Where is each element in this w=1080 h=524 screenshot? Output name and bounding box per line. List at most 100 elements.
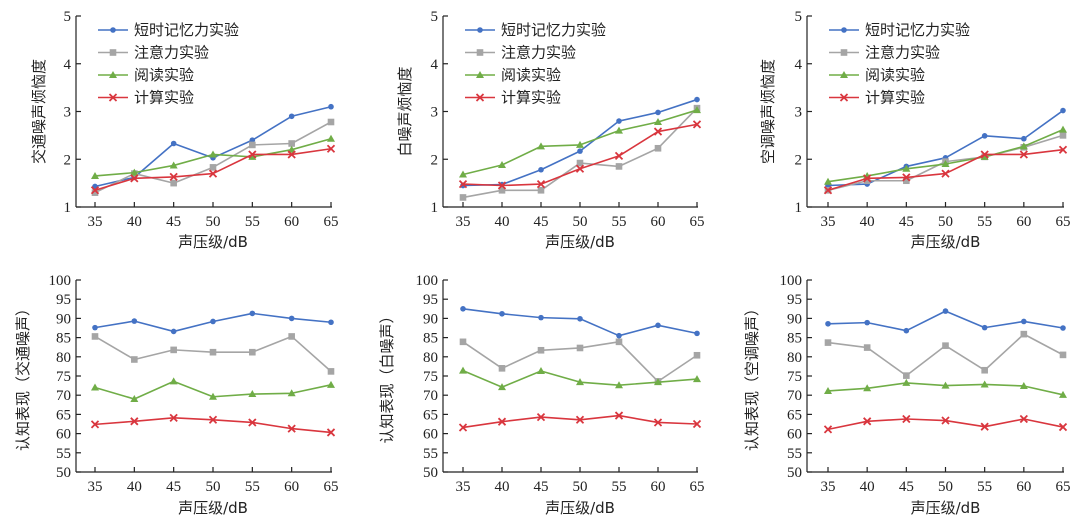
y-tick-label: 55 bbox=[56, 446, 71, 462]
data-point bbox=[458, 179, 468, 189]
data-point bbox=[536, 179, 546, 189]
data-point-stroke-b bbox=[1019, 414, 1028, 424]
x-tick-label: 45 bbox=[166, 214, 181, 230]
data-point bbox=[538, 314, 544, 321]
data-point bbox=[288, 333, 295, 340]
y-tick-label: 80 bbox=[787, 350, 802, 366]
y-axis-title: 空调噪声烦恼度 bbox=[759, 59, 777, 164]
data-point bbox=[902, 173, 911, 182]
x-tick-label: 35 bbox=[88, 214, 103, 230]
data-point bbox=[903, 372, 910, 379]
data-point bbox=[537, 142, 545, 150]
legend-swatch-marker bbox=[476, 49, 484, 56]
data-point-stroke-b bbox=[902, 414, 911, 424]
x-tick-label: 50 bbox=[573, 479, 588, 495]
data-point-stroke-b bbox=[1058, 422, 1068, 432]
legend-item: 短时记忆力实验 bbox=[98, 21, 239, 39]
data-point-stroke-b bbox=[130, 417, 139, 426]
series-1 bbox=[459, 338, 701, 385]
x-tick-label: 40 bbox=[860, 479, 875, 495]
y-tick-label: 80 bbox=[423, 350, 438, 366]
data-point bbox=[326, 144, 336, 153]
data-point bbox=[654, 144, 662, 152]
data-point bbox=[169, 172, 178, 182]
legend-item: 计算实验 bbox=[829, 89, 925, 107]
x-tick-label: 55 bbox=[612, 479, 627, 495]
x-tick-label: 65 bbox=[690, 214, 705, 230]
x-tick-label: 60 bbox=[651, 479, 666, 495]
x-tick-label: 60 bbox=[651, 214, 666, 230]
data-point bbox=[1059, 351, 1067, 359]
data-point bbox=[942, 342, 949, 349]
x-tick-label: 45 bbox=[899, 479, 914, 495]
data-point bbox=[537, 367, 545, 375]
data-point bbox=[980, 422, 989, 431]
data-point bbox=[1058, 145, 1068, 154]
data-point bbox=[655, 109, 661, 116]
data-point bbox=[1060, 325, 1066, 331]
data-point bbox=[902, 378, 911, 386]
x-tick-label: 35 bbox=[88, 479, 103, 495]
legend-label: 注意力实验 bbox=[501, 44, 576, 62]
data-point-stroke-b bbox=[169, 172, 178, 182]
data-point bbox=[1021, 318, 1027, 325]
data-point bbox=[614, 411, 624, 420]
data-point bbox=[537, 186, 545, 194]
x-tick-label: 55 bbox=[977, 214, 992, 230]
y-tick-label: 50 bbox=[423, 465, 438, 481]
data-point bbox=[1020, 330, 1028, 338]
data-point bbox=[169, 413, 178, 422]
legend-swatch-marker-stroke-b bbox=[839, 93, 849, 102]
y-tick-label: 4 bbox=[64, 57, 72, 73]
y-tick-label: 95 bbox=[56, 292, 71, 308]
y-tick-label: 80 bbox=[56, 350, 71, 366]
data-point bbox=[1021, 135, 1027, 142]
series-line bbox=[827, 333, 1064, 377]
data-point bbox=[459, 170, 467, 178]
x-tick-label: 50 bbox=[206, 214, 221, 230]
data-point bbox=[693, 106, 701, 114]
data-point-stroke-b bbox=[248, 150, 257, 159]
data-point bbox=[942, 308, 949, 314]
y-tick-label: 60 bbox=[423, 427, 438, 443]
legend-label: 阅读实验 bbox=[501, 66, 561, 84]
data-point-stroke-b bbox=[823, 186, 833, 195]
data-point bbox=[654, 118, 662, 126]
data-point-stroke-b bbox=[90, 186, 100, 195]
data-point bbox=[655, 322, 661, 329]
x-axis-title: 声压级/dB bbox=[178, 233, 248, 251]
data-point bbox=[577, 148, 583, 154]
data-point bbox=[249, 141, 256, 149]
series-3 bbox=[823, 145, 1068, 195]
data-point-stroke-b bbox=[248, 418, 257, 427]
y-tick-label: 3 bbox=[431, 105, 439, 121]
x-tick-label: 55 bbox=[977, 479, 992, 495]
data-point-stroke-b bbox=[287, 424, 296, 433]
data-point bbox=[288, 315, 295, 322]
data-point-stroke-b bbox=[458, 179, 468, 189]
legend-swatch-marker-stroke-b bbox=[475, 93, 485, 102]
data-point bbox=[536, 412, 546, 422]
y-tick-label: 70 bbox=[56, 388, 71, 404]
x-tick-label: 35 bbox=[456, 479, 471, 495]
x-tick-label: 65 bbox=[690, 479, 705, 495]
legend-swatch-marker bbox=[110, 27, 116, 33]
x-tick-label: 50 bbox=[938, 479, 953, 495]
chart-panel-ac-performance: 50 55 60 65 70 75 80 85 90 95 100 35 40 45 50 55 60 65 声压级… bbox=[743, 273, 1071, 517]
data-point bbox=[863, 417, 872, 426]
x-tick-label: 50 bbox=[573, 214, 588, 230]
data-point bbox=[90, 420, 100, 429]
data-point bbox=[824, 339, 832, 346]
legend-item: 阅读实验 bbox=[98, 66, 194, 84]
data-point bbox=[91, 189, 99, 196]
data-point bbox=[170, 179, 177, 187]
x-tick-label: 45 bbox=[534, 479, 549, 495]
data-point bbox=[170, 346, 177, 354]
y-tick-label: 55 bbox=[423, 446, 438, 462]
data-point bbox=[91, 333, 99, 340]
data-point-stroke-b bbox=[326, 144, 336, 153]
data-point bbox=[498, 186, 506, 194]
